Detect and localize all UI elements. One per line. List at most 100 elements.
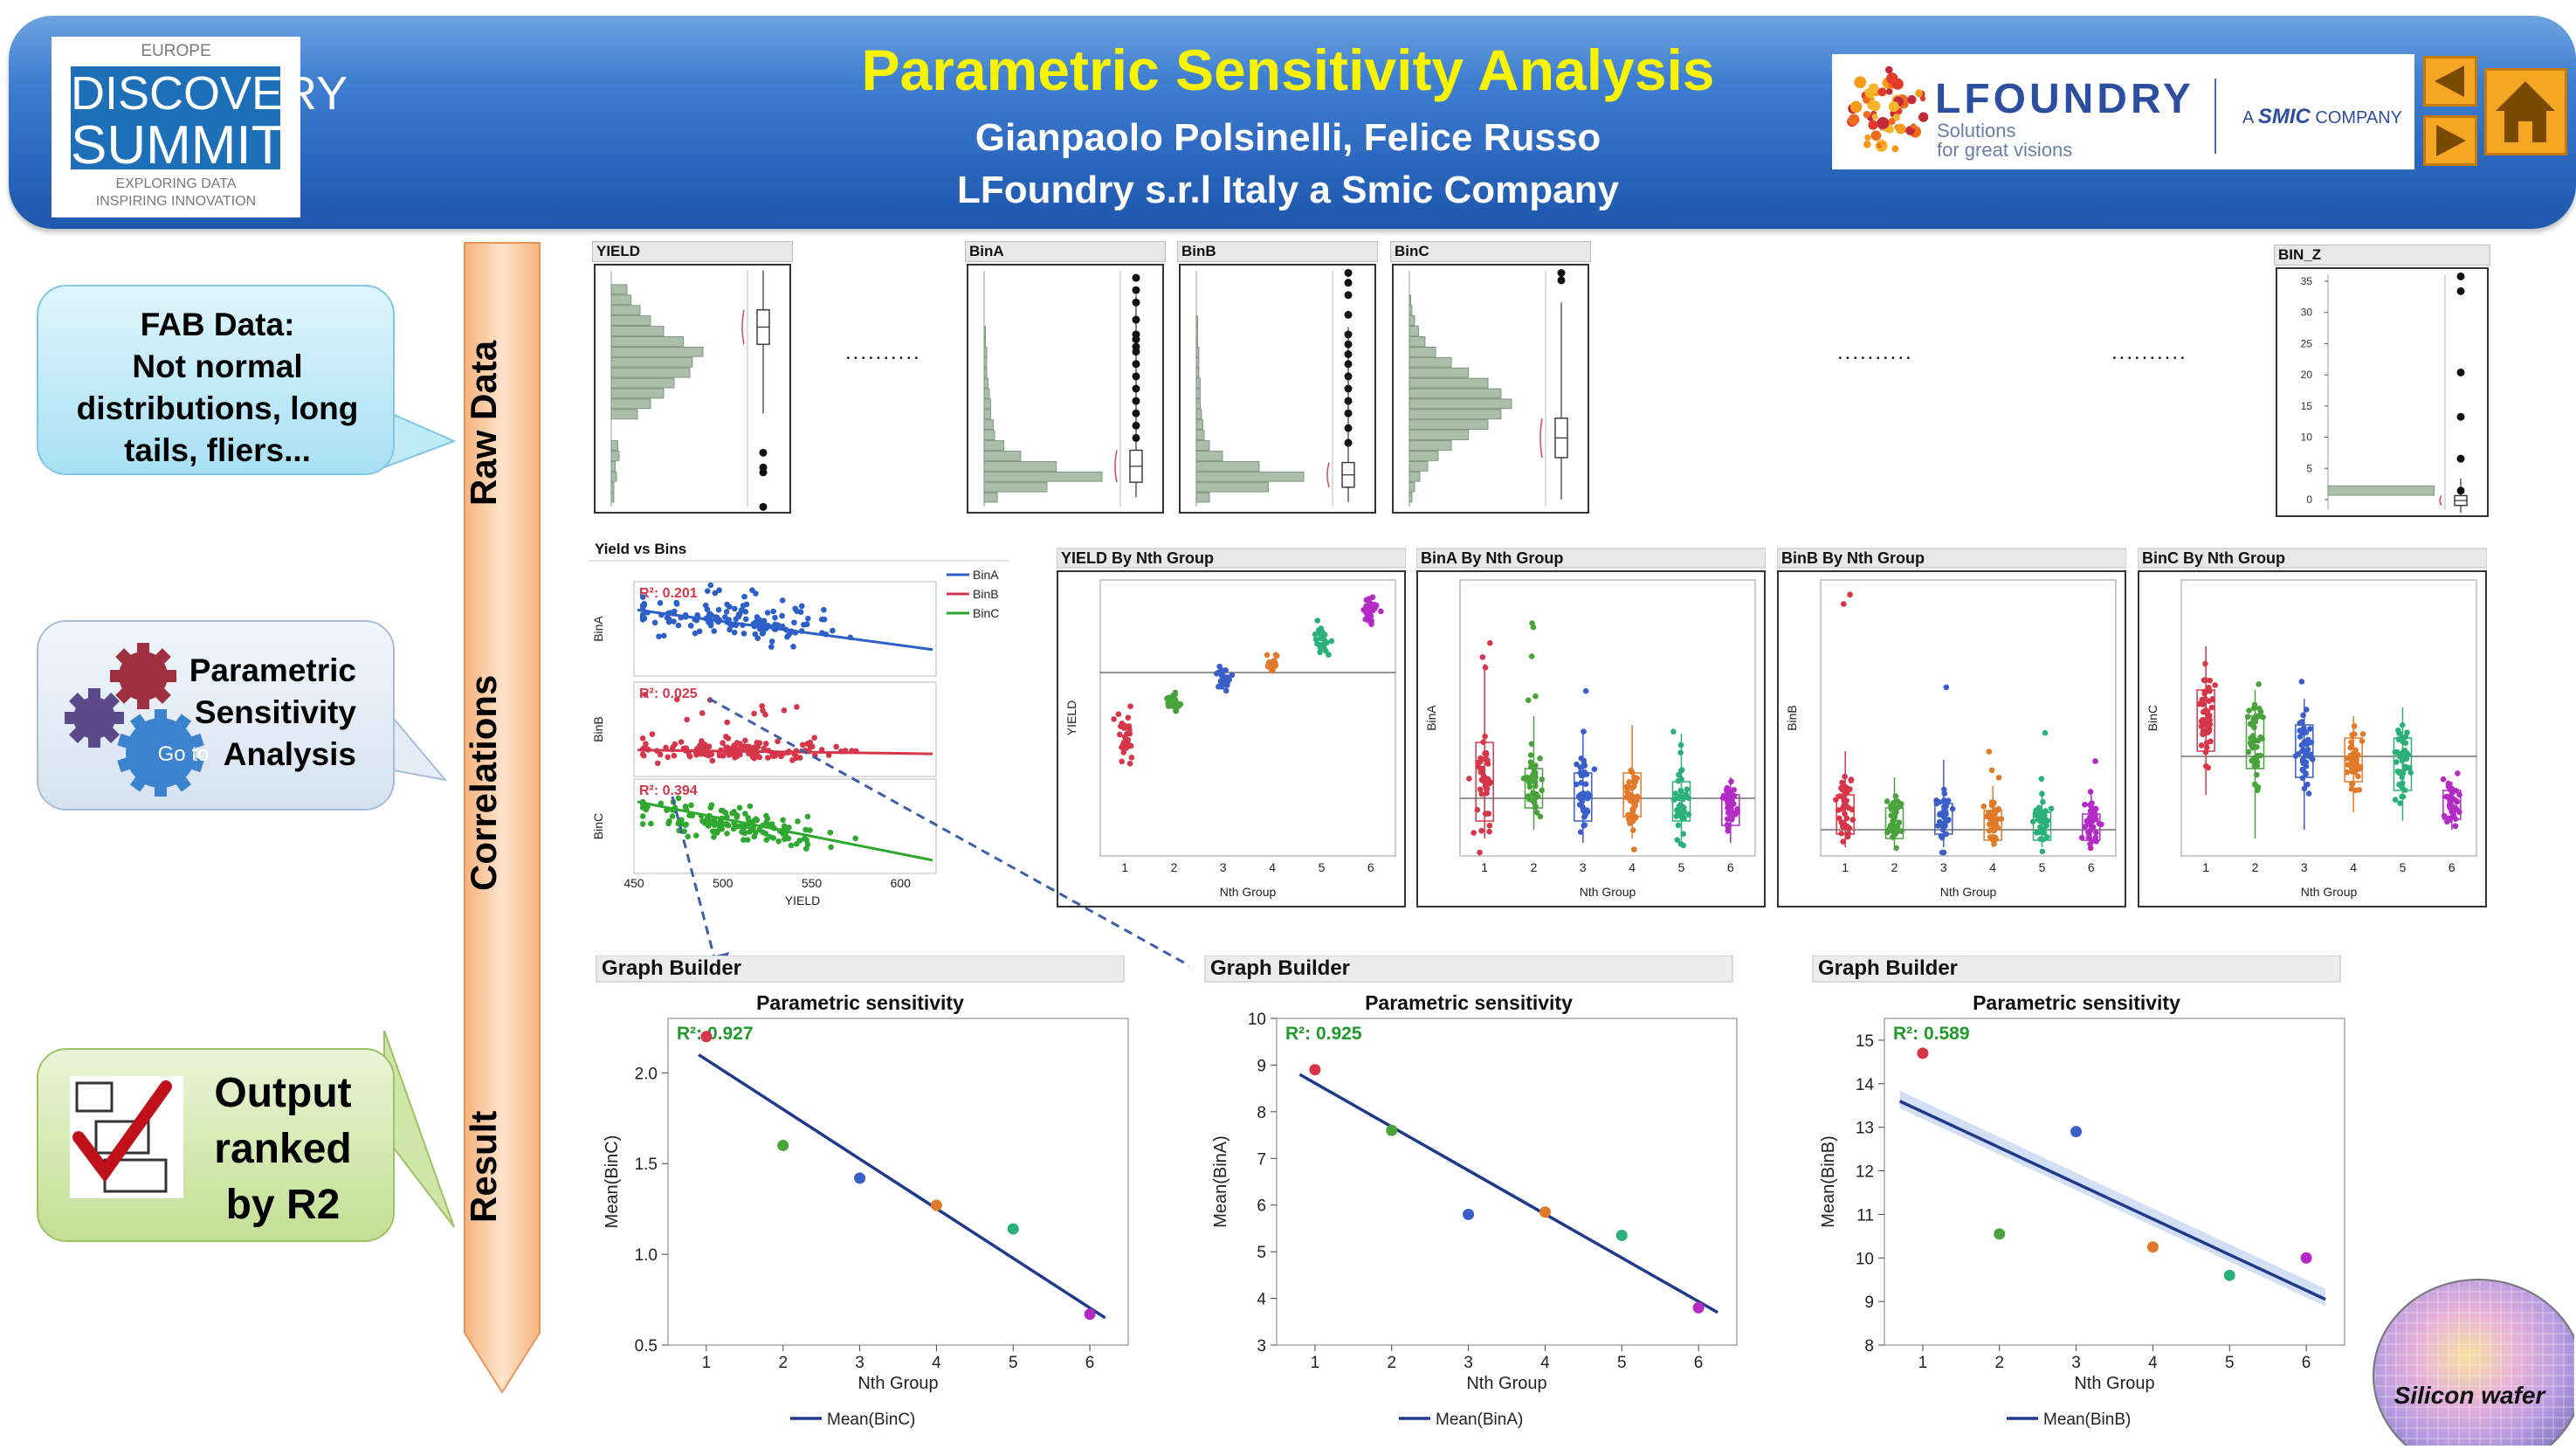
logo-dot <box>1885 125 1894 134</box>
nth-point <box>1269 667 1276 674</box>
nth-point <box>2453 798 2460 804</box>
yvb-x-tick: 500 <box>713 876 734 890</box>
yvb-point <box>709 757 716 764</box>
yvb-point <box>682 822 689 828</box>
yvb-point <box>639 751 646 757</box>
yvb-point <box>753 590 759 597</box>
page-authors: Gianpaolo Polsinelli, Felice Russo <box>975 116 1601 159</box>
nth-point <box>2253 756 2260 763</box>
nth-point <box>1933 800 1940 807</box>
gear-tooth <box>65 712 79 724</box>
nth-point <box>1530 797 1536 804</box>
nth-point <box>2087 845 2094 852</box>
nth-point <box>2029 818 2036 825</box>
logo-dot <box>1879 141 1886 147</box>
nth-point <box>1532 804 1539 811</box>
box-outlier <box>1344 360 1353 369</box>
nth-point <box>1943 811 1949 818</box>
nth-point <box>1471 830 1477 836</box>
nth-point <box>1581 757 1588 764</box>
nth-point <box>1484 757 1491 763</box>
gb-point <box>930 1199 942 1211</box>
box-outlier <box>1557 268 1566 277</box>
nth-point <box>1991 840 1997 847</box>
logo-dot <box>1863 110 1871 119</box>
yvb-point <box>639 611 646 618</box>
ellipsis-2: .......... <box>1837 341 1913 364</box>
nth-point <box>2399 721 2406 728</box>
nth-point <box>1321 631 1328 638</box>
yvb-point <box>678 739 685 745</box>
nth-point <box>1314 640 1320 647</box>
nth-point <box>2202 677 2209 683</box>
nth-point <box>2207 677 2214 684</box>
nth-point <box>1581 728 1587 735</box>
binz-tick-label: 20 <box>2301 369 2313 381</box>
nth-point <box>1126 760 1133 767</box>
yvb-x-tick: 600 <box>891 876 912 890</box>
nth-point <box>2251 762 2258 769</box>
yvb-point <box>756 617 762 623</box>
yvb-point <box>763 837 770 843</box>
gear-tooth <box>129 714 148 733</box>
hist-bar <box>983 367 988 378</box>
binz-tick-label: 25 <box>2301 337 2313 349</box>
gear-tooth <box>115 648 134 667</box>
hist-bar <box>610 294 631 306</box>
nth-point <box>1533 693 1539 700</box>
gb-y-tick-label: 8 <box>1864 1337 1874 1356</box>
hist-bar <box>983 471 1103 482</box>
nth-point <box>1477 755 1484 762</box>
gb-panel-title: Graph Builder <box>602 956 741 980</box>
yvb-point <box>751 710 757 717</box>
page-title: Parametric Sensitivity Analysis <box>861 38 1715 102</box>
yvb-point <box>807 739 814 746</box>
nth-point <box>1125 740 1131 746</box>
nth-x-tick: 4 <box>1269 860 1276 874</box>
yvb-point <box>827 829 834 836</box>
yvb-point <box>782 834 789 841</box>
nth-point <box>1890 834 1896 840</box>
nth-x-tick: 6 <box>2088 860 2095 874</box>
nth-point <box>2206 684 2212 691</box>
hist-bar <box>1409 451 1439 461</box>
parametric-sensitivity-bubble[interactable]: Go to Parametric Sensitivity Analysis <box>37 620 395 811</box>
smic-a: A <box>2242 108 2254 128</box>
nth-point <box>2093 829 2099 836</box>
nth-point <box>1674 837 1681 843</box>
triangle-left-icon <box>2435 66 2464 97</box>
nth-point <box>1539 787 1546 794</box>
nth-point <box>2082 824 2089 830</box>
yvb-point <box>801 621 807 628</box>
nth-point <box>1986 810 1992 816</box>
hist-bar <box>983 451 1022 461</box>
hist-bar <box>610 460 616 472</box>
nth-x-tick: 4 <box>2350 860 2357 874</box>
nth-title: BinC By Nth Group <box>2142 549 2285 567</box>
gb-title-bar <box>1812 955 2341 983</box>
back-button[interactable] <box>2423 56 2477 107</box>
nth-point <box>2348 781 2355 787</box>
discovery-summit-logo: EUROPE DISCOVERY SUMMIT EXPLORING DATA I… <box>52 37 348 217</box>
logo-dot <box>1891 145 1899 153</box>
triangle-right-icon <box>2436 125 2466 156</box>
yvb-point <box>712 590 719 597</box>
nth-point <box>2348 739 2354 745</box>
home-button[interactable] <box>2484 68 2567 155</box>
box-outlier <box>1344 291 1353 300</box>
nth-point <box>1731 801 1737 807</box>
forward-button[interactable] <box>2423 115 2477 166</box>
yvb-point <box>718 819 725 826</box>
gear-tooth <box>187 756 204 773</box>
nth-point <box>1125 714 1132 721</box>
yvb-point <box>729 810 735 817</box>
raw-title-yield: YIELD <box>592 241 793 262</box>
yvb-point <box>802 845 809 852</box>
gb-title-bar <box>1204 955 1733 983</box>
yvb-point <box>788 842 795 849</box>
nth-point <box>1477 786 1484 793</box>
nth-point <box>2456 809 2462 815</box>
gb-y-tick-label: 13 <box>1856 1120 1874 1138</box>
yvb-point <box>688 802 694 809</box>
nth-point <box>2348 743 2355 750</box>
